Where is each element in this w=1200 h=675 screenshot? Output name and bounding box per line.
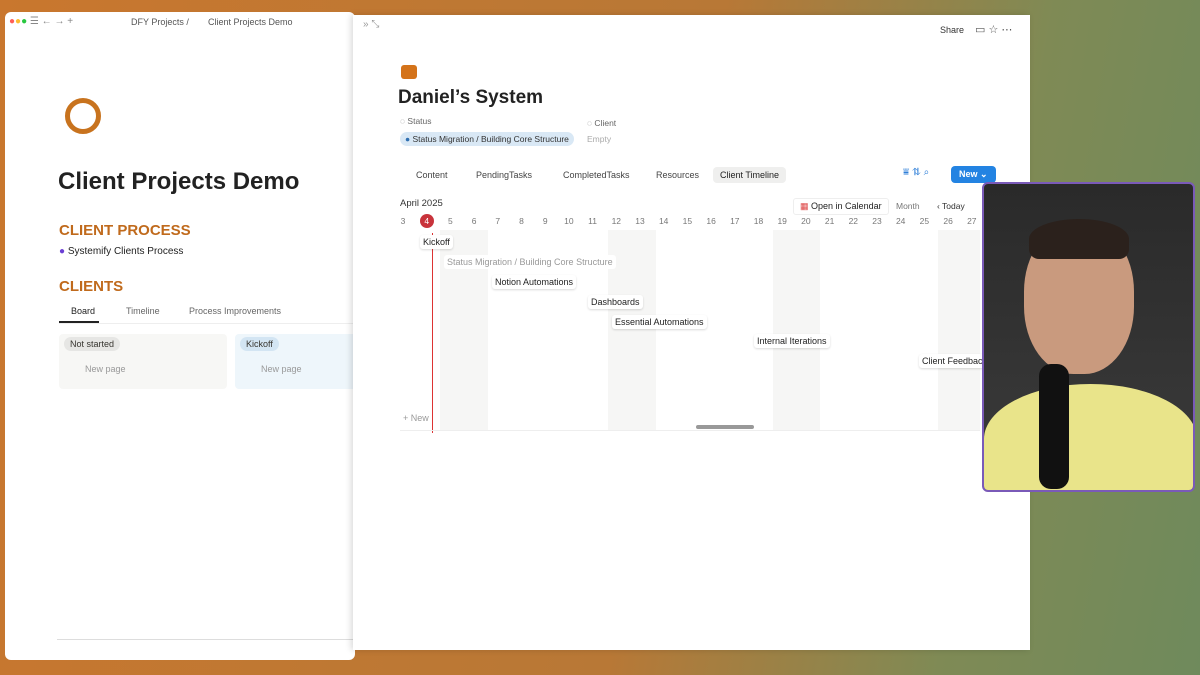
weekend-shade — [608, 230, 656, 430]
new-page[interactable]: New page — [85, 364, 126, 374]
day-label: 26 — [943, 216, 953, 226]
tab[interactable]: Resources — [656, 170, 700, 180]
scrollbar[interactable] — [696, 425, 754, 429]
day-label: 14 — [658, 216, 669, 226]
day-label: 27 — [967, 216, 977, 226]
status-pill[interactable]: ● Status Migration / Building Core Struc… — [400, 132, 574, 146]
property-label: Status — [407, 116, 432, 126]
tab[interactable]: CompletedTasks — [563, 170, 630, 180]
day-label: 6 — [471, 216, 477, 226]
page-icon — [65, 98, 101, 134]
day-label: 21 — [824, 216, 835, 226]
toolbar-icons[interactable]: ⩸ ⇅ ⌕ — [903, 167, 930, 178]
view-tab[interactable]: Board — [59, 306, 100, 323]
webcam-overlay — [982, 182, 1195, 492]
status-pill: Kickoff — [240, 337, 279, 351]
day-label: 13 — [635, 216, 645, 226]
microphone — [1039, 364, 1069, 489]
day-label: 8 — [519, 216, 524, 226]
day-label: 11 — [588, 216, 597, 226]
new-row-label[interactable]: New — [410, 413, 429, 423]
hair — [1029, 219, 1129, 259]
day-label: 10 — [564, 216, 574, 226]
new-button[interactable]: New ⌄ — [951, 166, 996, 183]
timeline-task[interactable]: Essential Automations — [612, 315, 707, 329]
new-page[interactable]: New page — [261, 364, 302, 374]
tab[interactable]: PendingTasks — [476, 170, 533, 180]
timeline-task[interactable]: Client Feedback — [919, 354, 991, 368]
timeline-task[interactable]: Kickoff — [420, 235, 453, 249]
timeline-task[interactable]: Notion Automations — [492, 275, 577, 289]
peek-controls[interactable]: » ⤡ — [363, 19, 380, 30]
page-icon — [401, 65, 417, 79]
tab[interactable]: Client Timeline — [713, 167, 787, 183]
open-calendar[interactable]: ▦ Open in Calendar — [793, 198, 889, 215]
new-label[interactable]: New — [959, 169, 978, 179]
day-label: 18 — [753, 216, 764, 226]
today-label[interactable]: Today — [942, 201, 965, 211]
day-label: 19 — [777, 216, 787, 226]
day-label: 4 — [419, 214, 434, 228]
weekend-shade — [938, 230, 980, 430]
link-text[interactable]: Systemify Clients Process — [67, 246, 184, 257]
property-value[interactable]: Empty — [587, 134, 612, 144]
view-tab[interactable]: Process Improvements — [189, 306, 282, 316]
divider — [57, 639, 353, 640]
day-label: 15 — [682, 216, 693, 226]
main-window: ●●● ☰ ← → + DFY Projects / Client Projec… — [5, 12, 403, 660]
day-label: 16 — [706, 216, 716, 226]
heading: CLIENTS — [59, 278, 124, 295]
property-value[interactable]: Status Migration / Building Core Structu… — [412, 134, 569, 144]
timeline-task[interactable]: Dashboards — [588, 295, 643, 309]
day-label: 7 — [495, 216, 501, 226]
day-label: 9 — [542, 216, 548, 226]
day-label: 25 — [919, 216, 930, 226]
property-name: ◌ Client — [587, 118, 617, 128]
heading: CLIENT PROCESS — [59, 222, 191, 239]
day-label: 22 — [848, 216, 859, 226]
new-row[interactable]: + New — [403, 413, 429, 423]
tab[interactable]: Content — [416, 170, 448, 180]
open-calendar-label[interactable]: Open in Calendar — [811, 201, 882, 211]
day-label: 17 — [730, 216, 740, 226]
property-label: Client — [594, 118, 617, 128]
today-line — [432, 233, 433, 433]
status-pill: Not started — [64, 337, 121, 351]
day-label: 5 — [448, 216, 453, 226]
view-tab[interactable]: Timeline — [126, 306, 160, 316]
breadcrumb[interactable]: Client Projects Demo — [208, 17, 293, 27]
page-link[interactable]: ● Systemify Clients Process — [59, 246, 184, 257]
day-label: 24 — [895, 216, 906, 226]
view-tabs — [59, 306, 359, 324]
today-button[interactable]: ‹ Today — [937, 201, 965, 211]
day-label: 12 — [611, 216, 622, 226]
peek-panel: » ⤡ Share ▭ ☆ ⋯ Daniel’s System ◌ Status… — [353, 15, 1030, 650]
breadcrumb[interactable]: DFY Projects / — [131, 17, 189, 27]
page-title: Daniel’s System — [398, 87, 544, 108]
scale-select[interactable]: Month — [896, 201, 920, 211]
day-label: 23 — [872, 216, 882, 226]
shirt — [984, 384, 1193, 490]
actions[interactable]: ▭ ☆ ⋯ — [975, 24, 1013, 36]
page-title: Client Projects Demo — [58, 168, 300, 195]
property-name: ◌ Status — [400, 116, 432, 126]
window-controls[interactable]: ●●● ☰ ← → + — [9, 16, 74, 27]
month-label: April 2025 — [400, 198, 443, 209]
timeline-task[interactable]: Status Migration / Building Core Structu… — [444, 255, 616, 269]
timeline-task[interactable]: Internal Iterations — [754, 334, 830, 348]
day-label: 3 — [400, 216, 406, 226]
weekend-shade — [773, 230, 820, 430]
day-label: 20 — [801, 216, 811, 226]
share-button[interactable]: Share — [940, 25, 965, 35]
divider — [400, 430, 980, 431]
